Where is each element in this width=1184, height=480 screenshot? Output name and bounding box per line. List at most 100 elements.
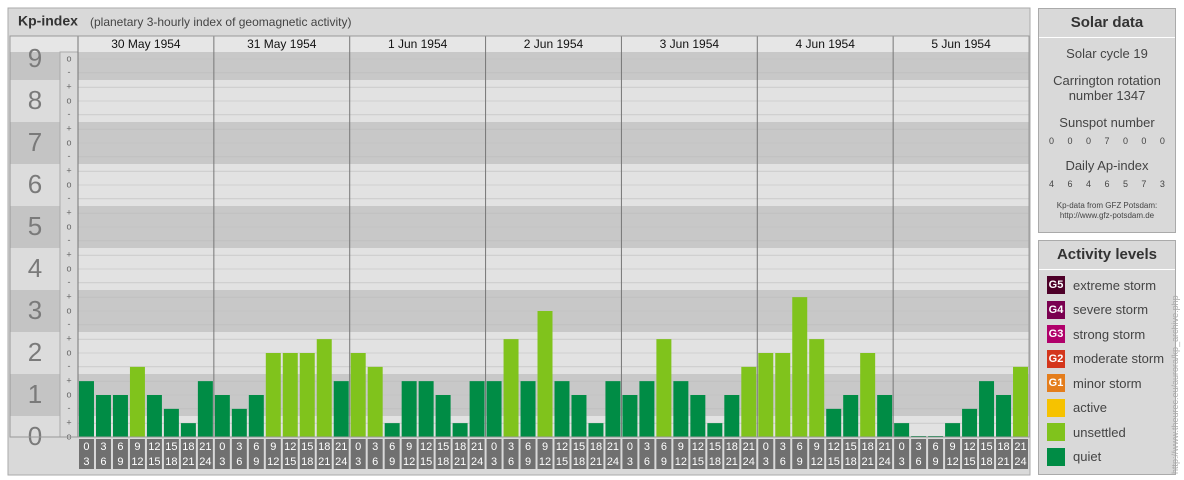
slot-end: 18 xyxy=(845,456,857,468)
kp-bar xyxy=(843,395,859,437)
slot-start: 18 xyxy=(454,441,466,453)
slot-cell xyxy=(367,439,383,469)
slot-cell xyxy=(707,439,723,469)
level-label: active xyxy=(1073,400,1107,416)
y-band-label xyxy=(10,122,60,164)
minor-tick-label: - xyxy=(68,277,71,287)
level-row: G5 extreme storm xyxy=(1039,273,1175,298)
slot-start: 0 xyxy=(83,441,89,453)
kp-bar xyxy=(775,353,791,437)
slot-cell xyxy=(435,439,451,469)
kp-bar xyxy=(520,381,536,437)
slot-end: 15 xyxy=(420,456,432,468)
slot-end: 6 xyxy=(236,456,242,468)
slot-start: 12 xyxy=(148,441,160,453)
slot-cell xyxy=(554,439,570,469)
kp-bar xyxy=(690,395,706,437)
day-label: 31 May 1954 xyxy=(247,37,317,51)
panel-title: Activity levels xyxy=(1039,241,1175,270)
kp-bar xyxy=(299,353,315,437)
minor-tick-label: - xyxy=(68,109,71,119)
level-row: G1 minor storm xyxy=(1039,371,1175,396)
kp-bar xyxy=(894,423,910,437)
y-tick-label: 0 xyxy=(28,421,42,451)
sunspot-value: 0 xyxy=(1085,136,1091,146)
day-label: 30 May 1954 xyxy=(111,37,181,51)
kp-bar xyxy=(248,395,264,437)
minor-tick-label: o xyxy=(66,305,71,315)
slot-end: 6 xyxy=(916,456,922,468)
slot-cell xyxy=(996,439,1012,469)
kp-bar xyxy=(129,366,145,437)
slot-end: 3 xyxy=(899,456,905,468)
kp-bar xyxy=(503,339,519,437)
slot-end: 12 xyxy=(131,456,143,468)
slot-start: 0 xyxy=(627,441,633,453)
y-band-label xyxy=(10,416,60,437)
slot-start: 21 xyxy=(471,441,483,453)
sunspot-list: 0 0 0 7 0 0 0 xyxy=(1039,136,1175,146)
day-label: 5 Jun 1954 xyxy=(931,37,991,51)
kp-bar xyxy=(860,353,876,437)
plot-frame xyxy=(9,35,1030,438)
slot-cell xyxy=(282,439,298,469)
slot-end: 15 xyxy=(148,456,160,468)
minor-tick-label: + xyxy=(66,292,71,302)
minor-tick-label: o xyxy=(66,53,71,63)
slot-start: 21 xyxy=(743,441,755,453)
slot-cell xyxy=(146,439,162,469)
slot-end: 3 xyxy=(219,456,225,468)
slot-end: 24 xyxy=(743,456,755,468)
source-url: http://www.theurec.eu/aurora/kp_archive.… xyxy=(1170,295,1180,474)
minor-tick-label: - xyxy=(68,193,71,203)
level-swatch: G5 xyxy=(1047,276,1065,295)
slot-start: 12 xyxy=(556,441,568,453)
slot-end: 12 xyxy=(539,456,551,468)
slot-end: 3 xyxy=(491,456,497,468)
slot-end: 9 xyxy=(661,456,667,468)
kp-bar xyxy=(758,353,774,437)
slot-start: 3 xyxy=(780,441,786,453)
slot-end: 3 xyxy=(83,456,89,468)
y-band-label xyxy=(10,52,60,80)
sunspot-value: 0 xyxy=(1049,136,1055,146)
minor-tick-label: + xyxy=(66,208,71,218)
level-row: G2 moderate storm xyxy=(1039,347,1175,372)
y-tick-label: 8 xyxy=(28,85,42,115)
slot-cell xyxy=(928,439,944,469)
slot-cell xyxy=(350,439,366,469)
kp-bar xyxy=(146,395,162,437)
level-swatch: G2 xyxy=(1047,349,1065,368)
slot-cell xyxy=(792,439,808,469)
slot-start: 21 xyxy=(335,441,347,453)
slot-cell xyxy=(197,439,213,469)
slot-end: 12 xyxy=(267,456,279,468)
slot-start: 9 xyxy=(542,441,548,453)
y-tick-label: 4 xyxy=(28,253,42,283)
slot-end: 15 xyxy=(828,456,840,468)
kp-bar xyxy=(333,381,349,437)
kp-bar xyxy=(537,311,553,437)
slot-end: 9 xyxy=(797,456,803,468)
level-label: moderate storm xyxy=(1073,351,1165,367)
kp-bar xyxy=(401,381,417,437)
slot-cell xyxy=(1013,439,1028,469)
slot-start: 18 xyxy=(182,441,194,453)
slot-end: 3 xyxy=(355,456,361,468)
kp-bar xyxy=(809,339,825,437)
level-label: strong storm xyxy=(1073,326,1146,342)
slot-cell xyxy=(503,439,519,469)
slot-cell xyxy=(333,439,349,469)
minor-tick-label: o xyxy=(66,389,71,399)
level-swatch: G3 xyxy=(1047,325,1065,344)
slot-cell xyxy=(775,439,791,469)
kp-bar xyxy=(724,395,740,437)
minor-tick-label: o xyxy=(66,179,71,189)
slot-end: 9 xyxy=(253,456,259,468)
slot-end: 24 xyxy=(879,456,891,468)
level-swatch: G1 xyxy=(1047,374,1065,393)
sunspot-value: 0 xyxy=(1067,136,1073,146)
slot-end: 24 xyxy=(607,456,619,468)
y-band-label xyxy=(10,332,60,374)
